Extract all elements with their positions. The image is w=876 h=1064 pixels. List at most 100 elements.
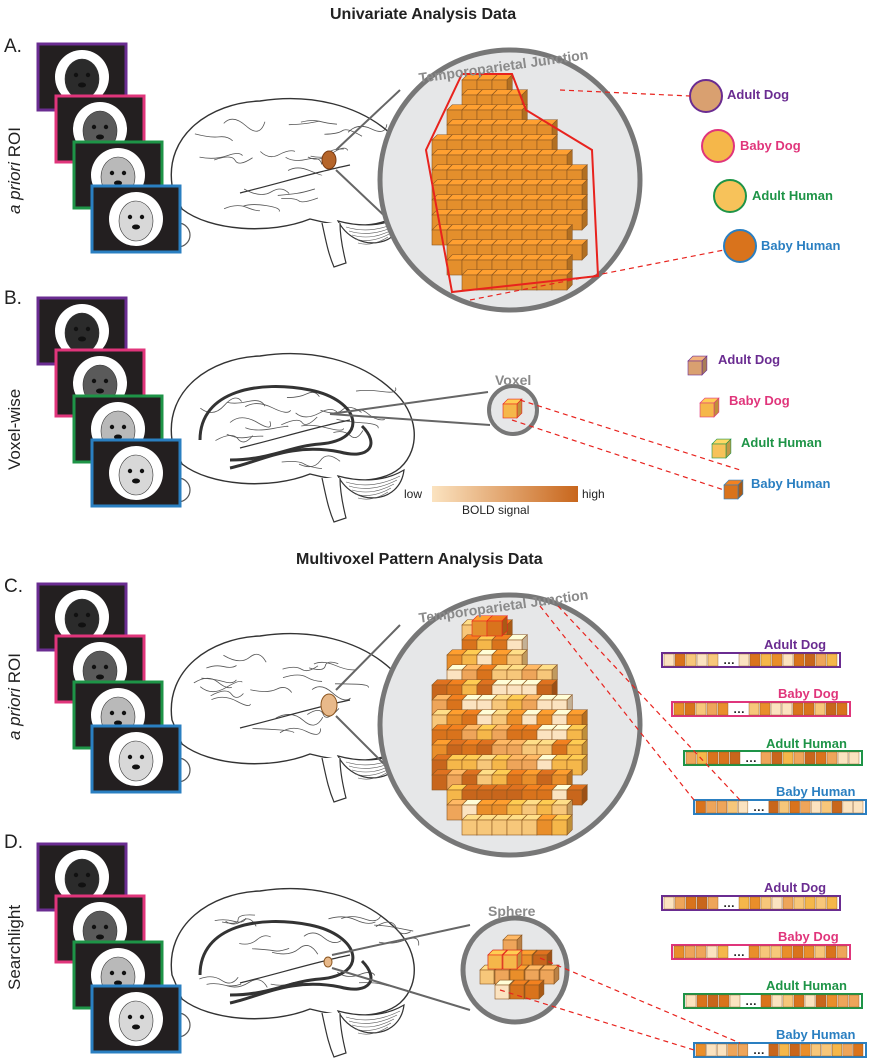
pattern-vector-cell bbox=[814, 945, 826, 959]
pattern-vector-cell bbox=[771, 994, 783, 1008]
pattern-vector-cell bbox=[696, 653, 708, 667]
voxel-front bbox=[431, 774, 448, 791]
pattern-vector-cell bbox=[781, 702, 793, 716]
pattern-vector-cell bbox=[716, 1043, 727, 1057]
voxel-front bbox=[491, 819, 508, 836]
pattern-vector-cell bbox=[706, 945, 718, 959]
stimulus-nose bbox=[78, 336, 86, 342]
ellipsis-icon: … bbox=[745, 751, 757, 765]
pattern-vector-cell bbox=[782, 994, 794, 1008]
brain-gyrus bbox=[282, 674, 323, 682]
stimulus-eye bbox=[103, 124, 109, 130]
region-label-d: Sphere bbox=[488, 903, 536, 919]
stimulus-nose bbox=[132, 478, 140, 484]
voxel-front bbox=[524, 984, 540, 1000]
brain-gyrus bbox=[374, 924, 414, 932]
pattern-vector-cell bbox=[815, 994, 827, 1008]
pattern-vector-cell bbox=[696, 896, 708, 910]
brain-gyrus bbox=[375, 921, 411, 935]
stimulus-eye bbox=[121, 970, 127, 976]
stimulus-nose bbox=[96, 134, 104, 140]
brain-gyrus bbox=[199, 153, 243, 159]
pattern-vector-cell bbox=[706, 1043, 717, 1057]
stimulus-face bbox=[118, 1000, 154, 1042]
pattern-vector-cell bbox=[814, 702, 826, 716]
stimulus-b-baby-human-photo bbox=[90, 438, 182, 508]
brain-gyrus bbox=[226, 433, 264, 439]
stimulus-eye bbox=[85, 872, 91, 878]
brain-gyrus bbox=[245, 403, 291, 413]
brain-gyrus bbox=[211, 696, 251, 706]
pattern-vector-cell bbox=[771, 653, 783, 667]
cond-b-adult-dog: Adult Dog bbox=[718, 352, 781, 367]
pattern-vector-cell bbox=[789, 800, 800, 814]
pattern-vector-cell bbox=[759, 945, 771, 959]
highlighted-voxel-front bbox=[486, 620, 503, 637]
searchlight-path bbox=[229, 424, 373, 470]
pattern-vector-cell bbox=[804, 653, 816, 667]
single-voxel-front bbox=[502, 403, 518, 419]
pattern-vector-cell bbox=[832, 800, 843, 814]
stimulus-nose bbox=[96, 674, 104, 680]
brain-gyrus bbox=[355, 387, 397, 393]
stimulus-nose bbox=[132, 224, 140, 230]
pattern-vector-cell bbox=[685, 896, 697, 910]
pattern-vector-cell bbox=[738, 1043, 749, 1057]
pattern-vector-cell bbox=[749, 896, 761, 910]
ellipsis-icon: … bbox=[723, 896, 735, 910]
stimulus-eye bbox=[103, 378, 109, 384]
voxel-condition-1-front bbox=[699, 402, 715, 418]
stimulus-nose bbox=[114, 434, 122, 440]
voxel-front bbox=[479, 969, 495, 985]
pattern-vector-cell bbox=[842, 800, 853, 814]
pattern-vector-cell bbox=[717, 702, 729, 716]
brain-gyrus bbox=[223, 118, 266, 132]
stimulus-eye bbox=[85, 612, 91, 618]
highlighted-voxel-front bbox=[487, 954, 503, 970]
roi-link bbox=[559, 89, 691, 97]
stimulus-eye bbox=[91, 924, 97, 930]
pattern-vector-cell bbox=[695, 1043, 706, 1057]
colorbar-low-label: low bbox=[404, 487, 423, 501]
stimulus-nose bbox=[132, 1024, 140, 1030]
pattern-vector-cell bbox=[821, 1043, 832, 1057]
brain-gyrus bbox=[287, 167, 323, 176]
pattern-vector-cell bbox=[760, 751, 772, 765]
brain-gyrus bbox=[227, 400, 266, 407]
roi-marker bbox=[321, 150, 337, 170]
pattern-vector-cell bbox=[706, 800, 717, 814]
cerebellum-fold bbox=[345, 475, 401, 486]
pattern-vector-cell bbox=[768, 800, 779, 814]
pattern-vector-cell bbox=[815, 751, 827, 765]
pattern-vector-cell bbox=[695, 945, 707, 959]
pattern-vector-cell bbox=[800, 1043, 811, 1057]
pattern-vector-cell bbox=[793, 896, 805, 910]
brainstem bbox=[321, 477, 347, 523]
pattern-vector-cell bbox=[706, 702, 718, 716]
cond-b-baby-human: Baby Human bbox=[751, 476, 831, 491]
brain-gyrus bbox=[303, 932, 342, 943]
pattern-vector-cell bbox=[738, 800, 749, 814]
stimulus-eye bbox=[139, 1014, 145, 1020]
stimulus-eye bbox=[109, 710, 115, 716]
pattern-vector-cell bbox=[770, 702, 782, 716]
voxel-front bbox=[461, 274, 478, 291]
brain-gyrus bbox=[245, 425, 289, 431]
pattern-vector-cell bbox=[663, 896, 675, 910]
pattern-vector-cell bbox=[826, 896, 838, 910]
pattern-link bbox=[539, 957, 741, 1044]
pattern-vector-cell bbox=[673, 702, 685, 716]
brain-gyrus bbox=[281, 416, 318, 426]
highlighted-voxel-front bbox=[471, 620, 488, 637]
voxel-front bbox=[431, 229, 448, 246]
cond-a-adult-dog: Adult Dog bbox=[727, 87, 790, 102]
sphere-marker bbox=[323, 956, 333, 968]
pattern-vector-cell bbox=[674, 896, 686, 910]
pattern-vector-cell bbox=[853, 800, 864, 814]
brainstem bbox=[321, 222, 347, 268]
pattern-vector-cell bbox=[837, 751, 849, 765]
highlighted-voxel-front bbox=[502, 954, 518, 970]
pattern-vector-cell bbox=[695, 702, 707, 716]
stimulus-a-baby-human-photo bbox=[90, 184, 182, 254]
